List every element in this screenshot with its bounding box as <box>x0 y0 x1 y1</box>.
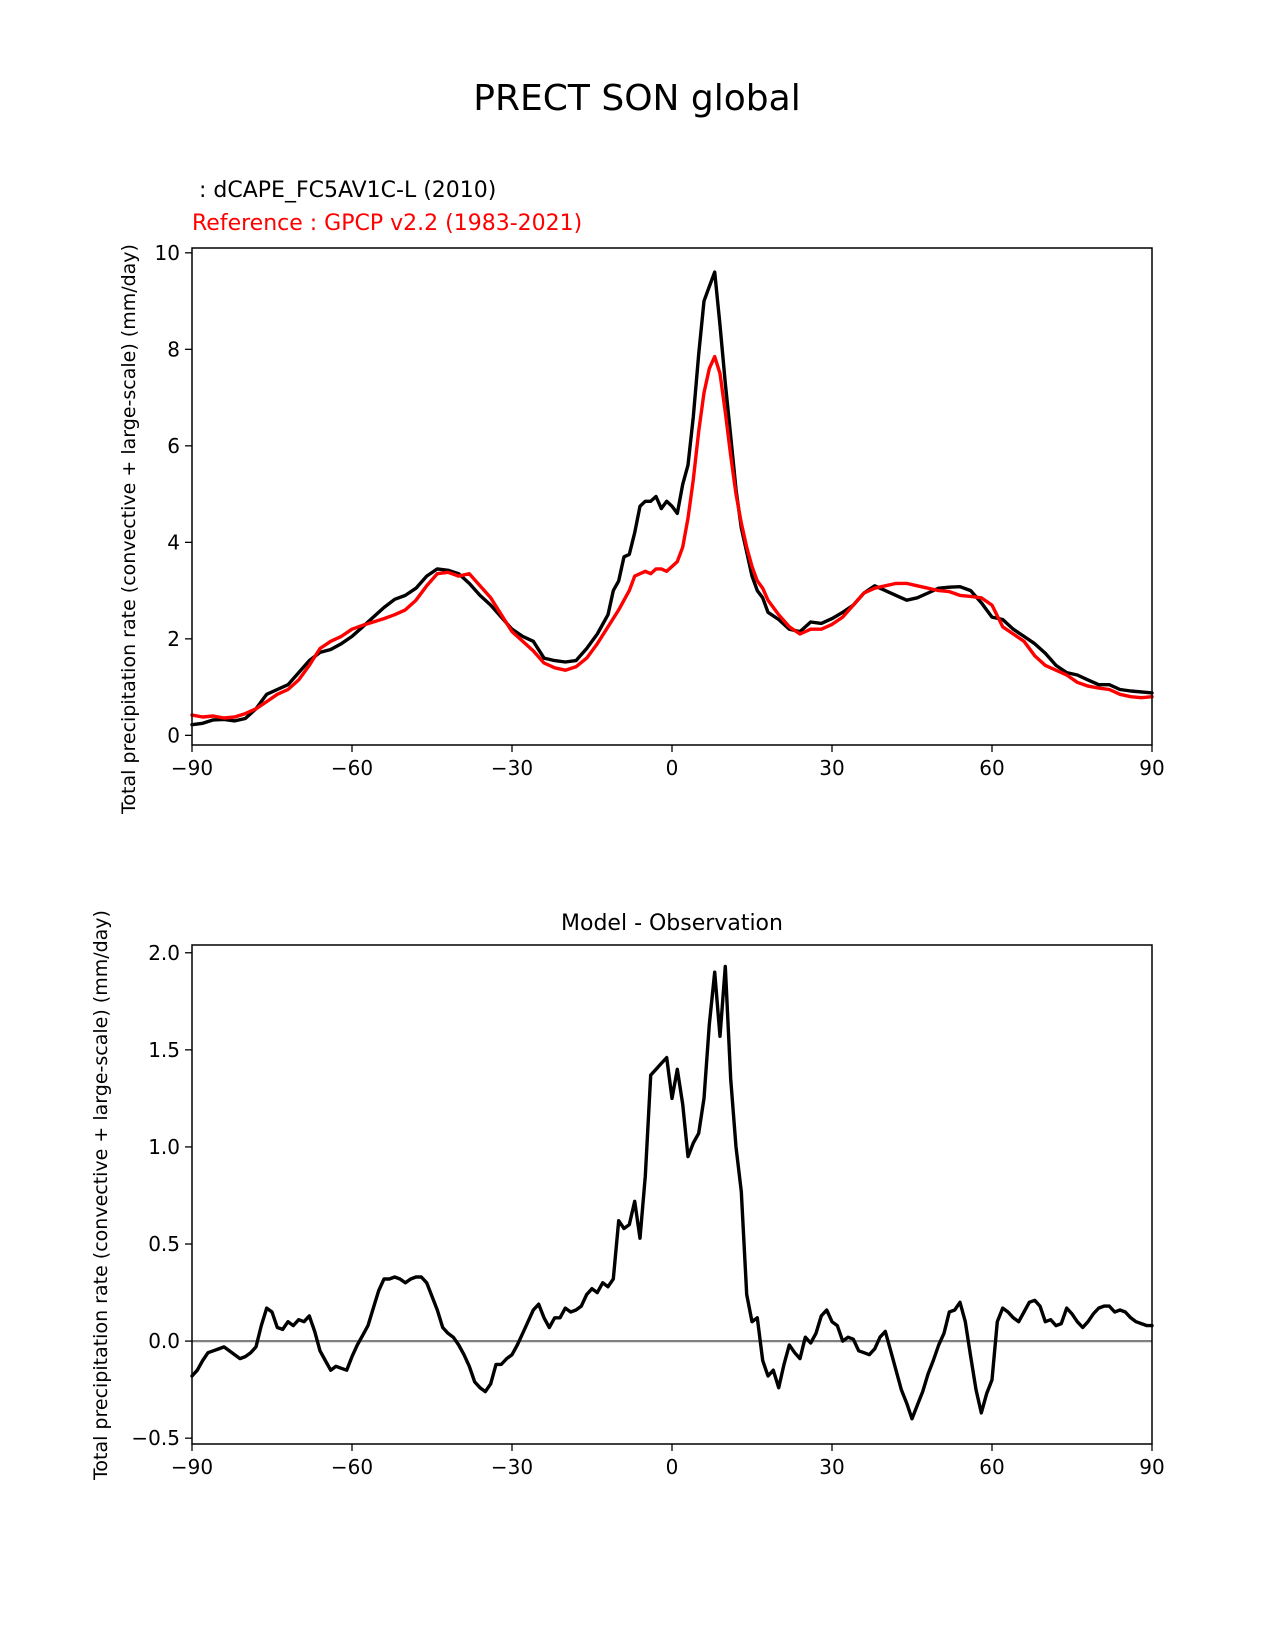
difference-title: Model - Observation <box>561 911 783 936</box>
bottom-y-tick-label: 1.5 <box>148 1038 180 1062</box>
top-y-tick-label: 0 <box>167 723 180 747</box>
reference-label: Reference : GPCP v2.2 (1983-2021) <box>192 211 582 236</box>
top-x-tick-label: 60 <box>979 756 1004 780</box>
top-y-tick-label: 2 <box>167 627 180 651</box>
top-panel: : dCAPE_FC5AV1C-L (2010) Reference : GPC… <box>118 178 1165 815</box>
top-x-tick-label: 90 <box>1139 756 1164 780</box>
bottom-y-tick-label: 0.0 <box>148 1329 180 1353</box>
top-x-tick-label: 0 <box>666 756 679 780</box>
bottom-axes-frame <box>191 944 1153 1445</box>
bottom-x-tick-label: −30 <box>491 1455 533 1479</box>
top-x-tick-label: −90 <box>171 756 213 780</box>
top-axes-frame <box>191 247 1153 746</box>
bottom-x-tick-label: 60 <box>979 1455 1004 1479</box>
top-y-axis-label: Total precipitation rate (convective + l… <box>118 244 140 815</box>
top-y-tick-label: 6 <box>167 434 180 458</box>
bottom-y-tick-label: −0.5 <box>131 1426 180 1450</box>
series-line-model-observation <box>190 964 1154 1421</box>
bottom-y-tick-label: 2.0 <box>148 941 180 965</box>
top-y-tick-label: 4 <box>167 530 180 554</box>
series-line-ref <box>190 354 1154 720</box>
bottom-x-tick-label: 90 <box>1139 1455 1164 1479</box>
top-x-tick-label: −60 <box>331 756 373 780</box>
bottom-x-tick-label: −90 <box>171 1455 213 1479</box>
bottom-x-tick-label: −60 <box>331 1455 373 1479</box>
bottom-x-tick-label: 0 <box>666 1455 679 1479</box>
top-x-tick-label: −30 <box>491 756 533 780</box>
top-x-tick-label: 30 <box>819 756 844 780</box>
top-y-tick-label: 10 <box>155 241 180 265</box>
bottom-y-tick-label: 0.5 <box>148 1232 180 1256</box>
bottom-x-tick-label: 30 <box>819 1455 844 1479</box>
bottom-y-axis-label: Total precipitation rate (convective + l… <box>90 910 112 1481</box>
test-label: : dCAPE_FC5AV1C-L (2010) <box>192 178 496 203</box>
top-y-tick-label: 8 <box>167 337 180 361</box>
top-plot-area: −90 −60 −30 0 30 60 90 0 2 4 6 8 10 <box>155 241 1165 780</box>
figure-title: PRECT SON global <box>473 78 800 119</box>
bottom-y-tick-label: 1.0 <box>148 1135 180 1159</box>
series-line-test <box>190 270 1154 727</box>
bottom-plot-area: −90 −60 −30 0 30 60 90 −0.5 0.0 0.5 1.0 1.5 2.0 <box>131 941 1164 1479</box>
bottom-panel: Model - Observation Total precipitation … <box>90 910 1165 1481</box>
